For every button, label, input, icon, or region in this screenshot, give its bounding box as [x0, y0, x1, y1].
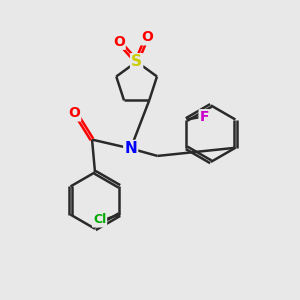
- Text: N: N: [124, 141, 137, 156]
- Text: Cl: Cl: [93, 214, 106, 226]
- Text: O: O: [141, 30, 153, 44]
- Text: S: S: [131, 54, 142, 69]
- Text: O: O: [113, 35, 125, 49]
- Text: F: F: [200, 110, 209, 124]
- Text: O: O: [68, 106, 80, 120]
